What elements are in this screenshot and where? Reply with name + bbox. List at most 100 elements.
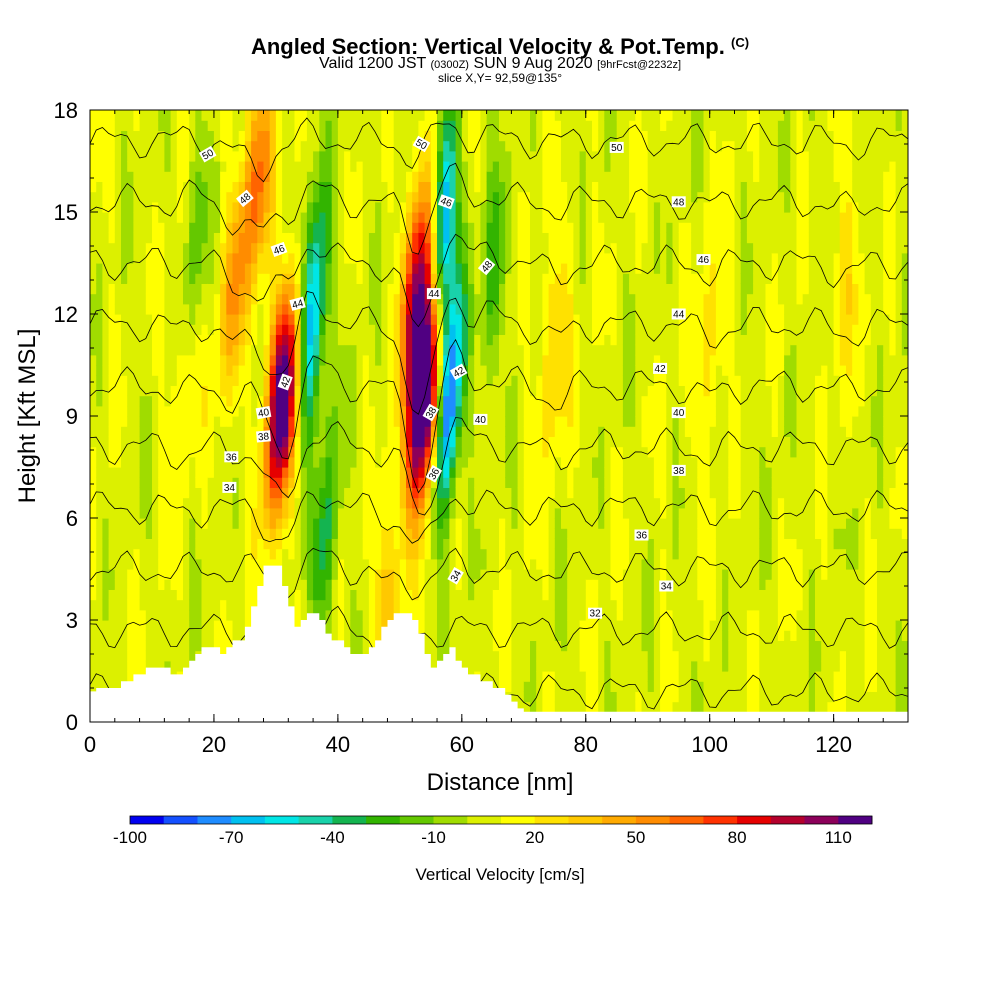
field-cell <box>356 436 364 448</box>
field-cell <box>585 222 593 233</box>
field-cell <box>468 538 475 550</box>
field-cell <box>381 416 389 427</box>
field-cell <box>486 161 494 172</box>
field-cell <box>325 303 333 315</box>
field-cell <box>158 110 165 121</box>
field-cell <box>108 660 116 672</box>
field-cell <box>232 212 240 223</box>
field-cell <box>542 140 550 152</box>
field-cell <box>139 620 147 631</box>
field-cell <box>530 385 537 397</box>
field-cell <box>412 487 419 499</box>
field-cell <box>244 303 252 315</box>
field-cell <box>121 558 128 570</box>
field-cell <box>102 161 110 172</box>
field-cell <box>598 518 605 529</box>
field-cell <box>480 171 488 182</box>
field-cell <box>585 671 593 682</box>
field-cell <box>238 426 246 437</box>
field-cell <box>554 161 562 172</box>
field-cell <box>251 487 258 499</box>
field-cell <box>158 212 165 223</box>
field-cell <box>393 497 401 509</box>
field-cell <box>418 120 426 131</box>
field-cell <box>244 314 252 325</box>
field-cell <box>238 528 246 539</box>
field-cell <box>430 446 438 458</box>
field-cell <box>455 620 463 631</box>
field-cell <box>468 548 475 560</box>
field-cell <box>263 558 271 570</box>
field-cell <box>282 201 289 213</box>
field-cell <box>232 273 240 284</box>
field-cell <box>381 365 389 376</box>
field-cell <box>592 344 599 356</box>
field-cell <box>207 538 215 550</box>
field-cell <box>530 507 537 519</box>
field-cell <box>499 140 506 152</box>
field-cell <box>220 507 227 519</box>
field-cell <box>207 181 215 193</box>
field-cell <box>306 467 314 478</box>
field-cell <box>375 252 382 264</box>
field-cell <box>393 252 401 264</box>
field-cell <box>300 242 308 254</box>
field-cell <box>356 293 364 305</box>
field-cell <box>598 660 605 672</box>
field-cell <box>356 150 364 162</box>
field-cell <box>362 640 370 652</box>
field-cell <box>306 385 314 397</box>
field-cell <box>350 181 358 193</box>
field-cell <box>319 477 327 488</box>
field-cell <box>201 477 209 488</box>
field-cell <box>356 273 364 284</box>
field-cell <box>121 609 128 621</box>
field-cell <box>114 416 122 427</box>
field-cell <box>257 395 265 407</box>
field-cell <box>424 599 432 611</box>
field-cell <box>362 456 370 468</box>
field-cell <box>499 599 506 611</box>
field-cell <box>468 620 475 631</box>
field-cell <box>331 405 339 417</box>
field-cell <box>499 171 506 182</box>
field-cell <box>579 579 587 590</box>
field-cell <box>244 232 252 244</box>
field-cell <box>139 395 147 407</box>
field-cell <box>331 201 339 213</box>
field-cell <box>300 589 308 601</box>
field-cell <box>251 569 258 580</box>
field-cell <box>300 538 308 550</box>
field-cell <box>548 620 556 631</box>
field-cell <box>319 242 327 254</box>
field-cell <box>567 691 574 703</box>
field-cell <box>164 334 172 346</box>
field-cell <box>530 110 537 121</box>
field-cell <box>461 293 469 305</box>
field-cell <box>158 232 165 244</box>
field-cell <box>313 344 320 356</box>
field-cell <box>331 497 339 509</box>
field-cell <box>579 609 587 621</box>
field-cell <box>554 365 562 376</box>
field-cell <box>449 375 457 386</box>
field-cell <box>573 405 581 417</box>
field-cell <box>554 579 562 590</box>
field-cell <box>412 507 419 519</box>
field-cell <box>449 110 457 121</box>
field-cell <box>331 385 339 397</box>
field-cell <box>189 640 196 652</box>
field-cell <box>189 579 196 590</box>
field-cell <box>269 191 277 203</box>
field-cell <box>331 181 339 193</box>
field-cell <box>573 140 581 152</box>
field-cell <box>331 324 339 335</box>
field-cell <box>362 130 370 142</box>
field-cell <box>387 507 395 519</box>
field-cell <box>468 171 475 182</box>
field-cell <box>579 640 587 652</box>
field-cell <box>356 609 364 621</box>
field-cell <box>505 609 512 621</box>
field-cell <box>114 395 122 407</box>
field-cell <box>164 140 172 152</box>
